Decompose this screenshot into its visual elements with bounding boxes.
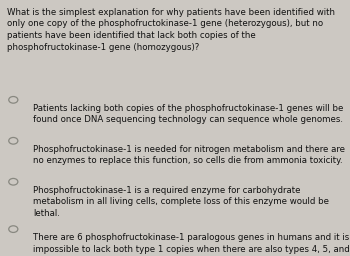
Text: Patients lacking both copies of the phosphofructokinase-1 genes will be
found on: Patients lacking both copies of the phos… <box>33 104 344 124</box>
Text: Phosphofructokinase-1 is needed for nitrogen metabolism and there are
no enzymes: Phosphofructokinase-1 is needed for nitr… <box>33 145 345 165</box>
Text: There are 6 phosphofructokinase-1 paralogous genes in humans and it is
impossibl: There are 6 phosphofructokinase-1 paralo… <box>33 233 350 256</box>
Text: Phosphofructokinase-1 is a required enzyme for carbohydrate
metabolism in all li: Phosphofructokinase-1 is a required enzy… <box>33 186 329 218</box>
Text: What is the simplest explanation for why patients have been identified with
only: What is the simplest explanation for why… <box>7 8 335 52</box>
